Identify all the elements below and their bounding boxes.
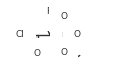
Text: O: O — [60, 48, 67, 57]
Text: F: F — [46, 7, 51, 16]
Text: O: O — [60, 12, 67, 21]
Text: P: P — [61, 30, 66, 39]
Text: Cl: Cl — [16, 30, 25, 39]
Text: F: F — [39, 11, 44, 20]
Text: O: O — [74, 30, 81, 39]
Text: O: O — [33, 49, 40, 58]
